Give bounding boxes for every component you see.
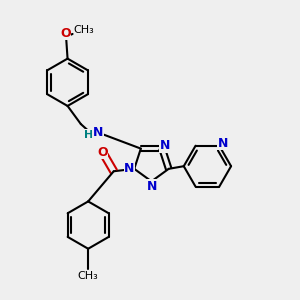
Text: N: N <box>93 126 104 139</box>
Text: CH₃: CH₃ <box>74 26 94 35</box>
Text: H: H <box>84 130 93 140</box>
Text: O: O <box>60 27 71 40</box>
Text: N: N <box>147 180 157 193</box>
Text: N: N <box>160 139 170 152</box>
Text: N: N <box>218 137 228 150</box>
Text: O: O <box>97 146 107 158</box>
Text: N: N <box>124 162 135 175</box>
Text: CH₃: CH₃ <box>78 271 98 281</box>
